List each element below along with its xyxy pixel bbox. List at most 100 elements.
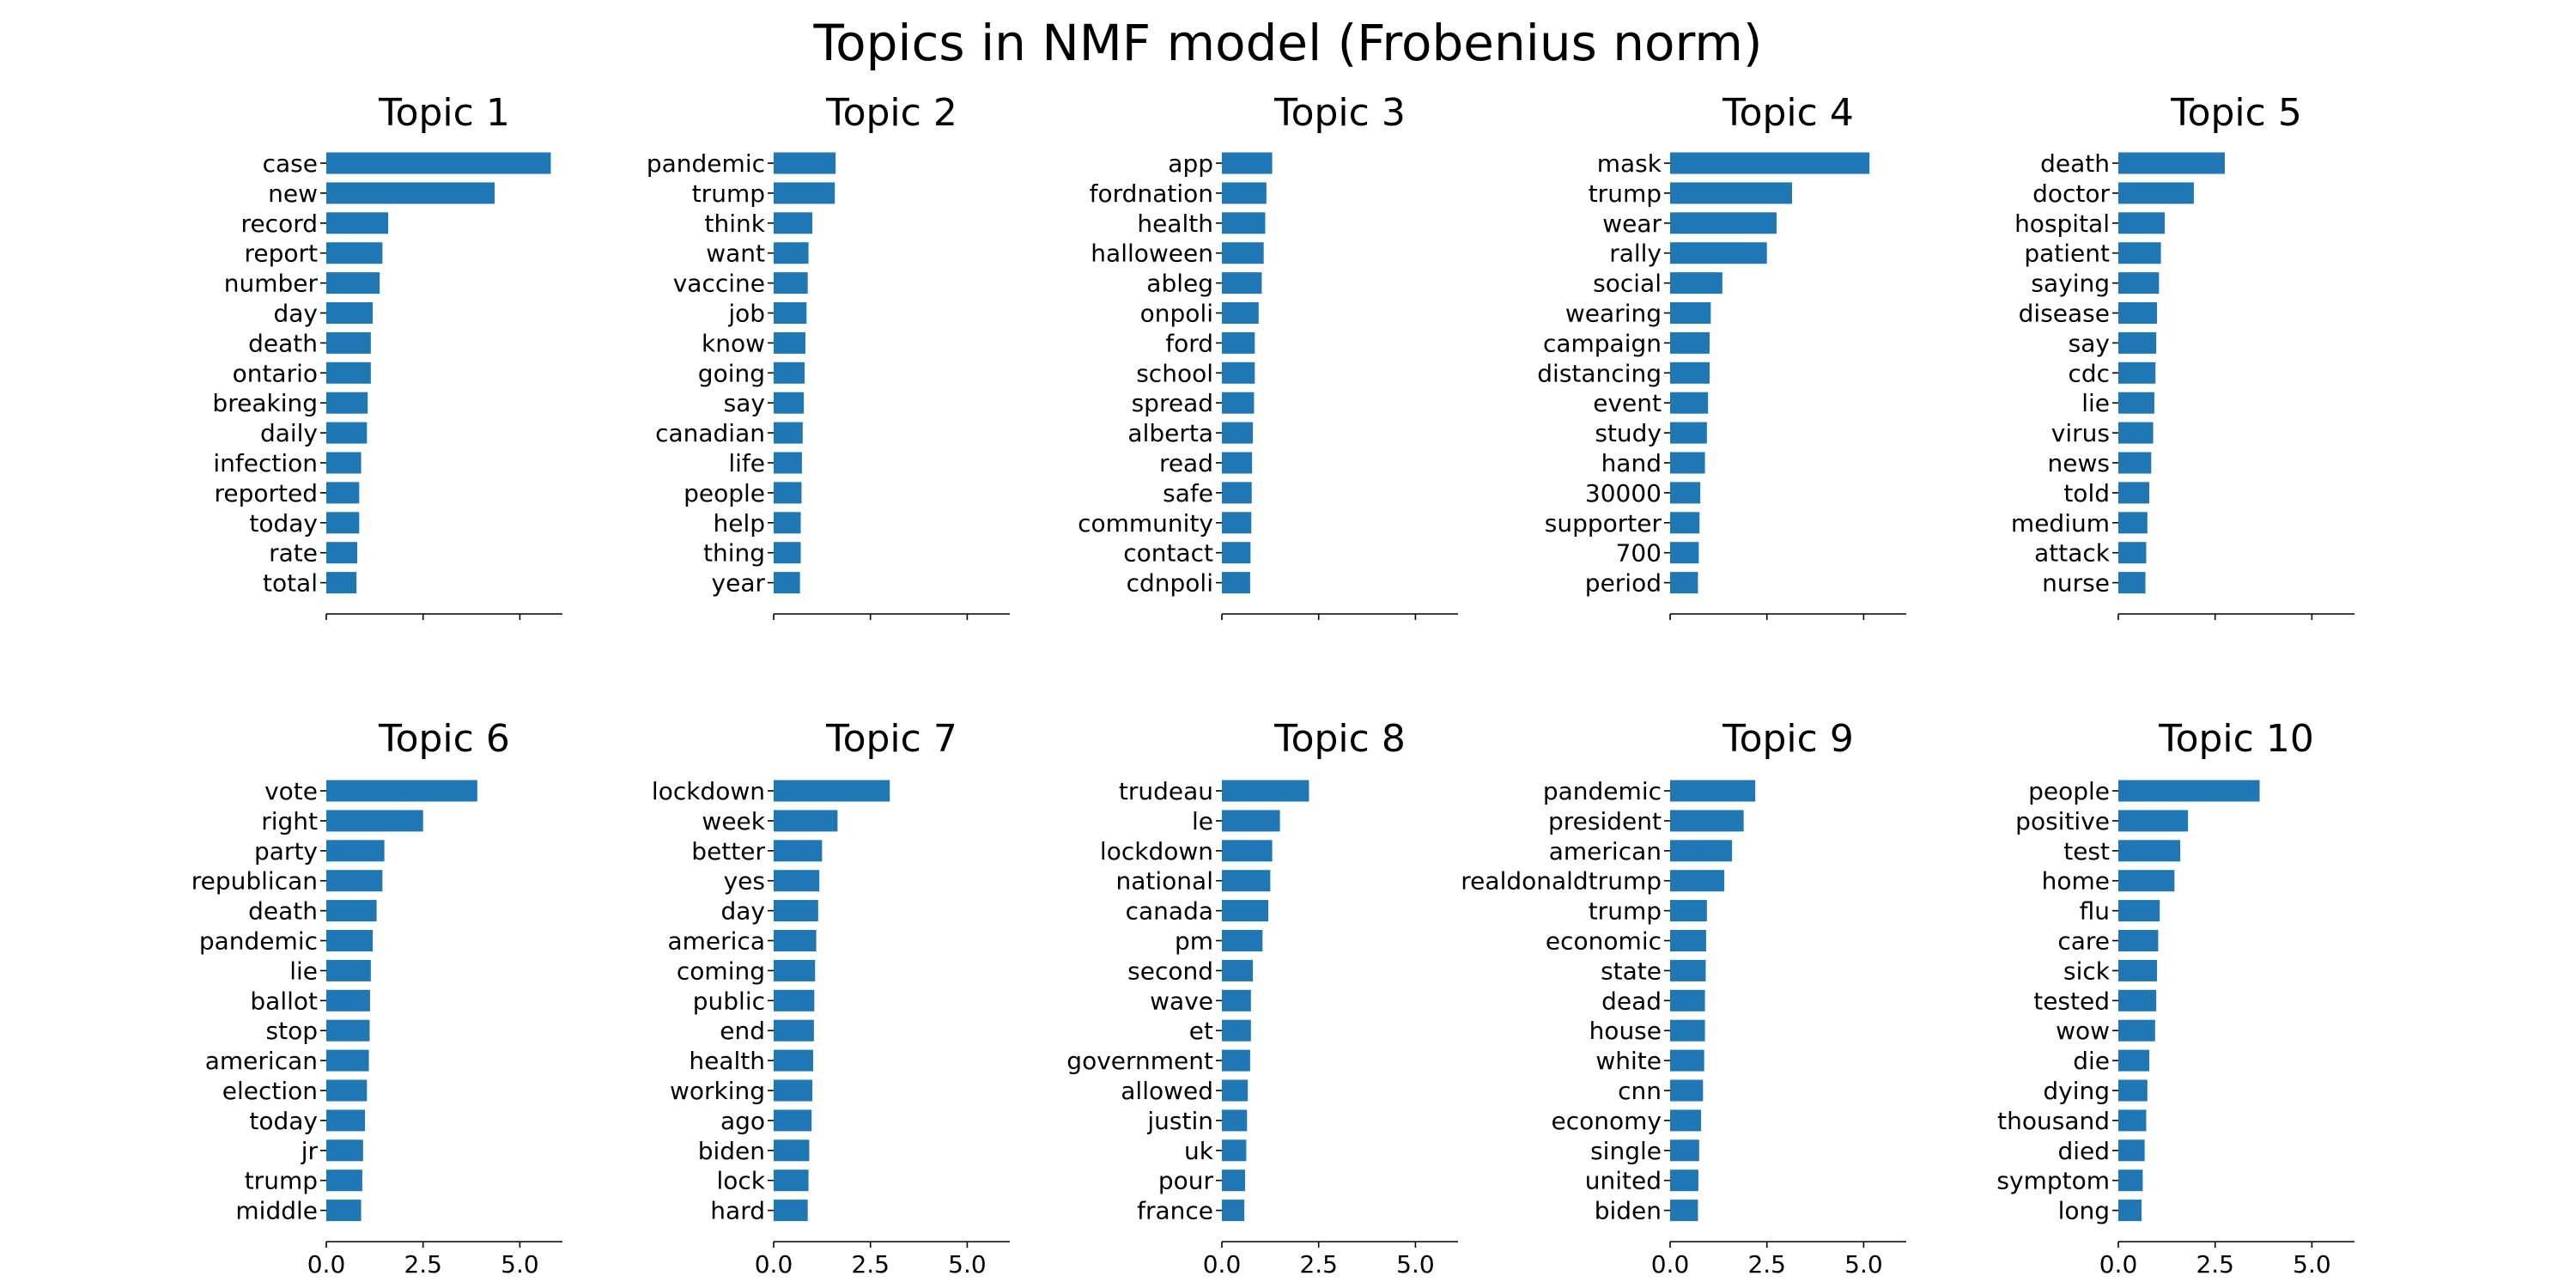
topic-2-bar-pandemic <box>774 152 836 174</box>
topic-9-label-economic: economic <box>1546 927 1662 956</box>
topic-10-label-die: die <box>2073 1047 2110 1075</box>
topic-1-bar-today <box>326 512 360 534</box>
topic-10-bar-care <box>2118 930 2159 951</box>
topic-6-bar-today <box>326 1109 366 1132</box>
topic-3-label-halloween: halloween <box>1091 240 1213 268</box>
topic-6-bar-stop <box>326 1019 370 1042</box>
topic-2-label-canadian: canadian <box>655 419 765 447</box>
topic-6-panel: Topic 6 voterightpartyrepublicandeathpand… <box>191 717 562 1279</box>
topic-4-bar-700 <box>1670 542 1699 564</box>
topic-6-label-republican: republican <box>191 867 318 896</box>
topic-4-label-study: study <box>1595 419 1662 447</box>
topic-1-bar-day <box>326 302 374 324</box>
topic-3-bar-community <box>1222 512 1252 534</box>
topic-9-bar-economic <box>1670 930 1706 951</box>
topic-1-bar-infection <box>326 452 361 474</box>
topic-8-bar-national <box>1222 870 1271 892</box>
topic-1-label-report: report <box>244 240 318 268</box>
topic-2-bar-trump <box>774 182 835 204</box>
topic-3-label-contact: contact <box>1123 539 1213 568</box>
topic-10-label-flu: flu <box>2080 897 2110 926</box>
topic-5-bar-doctor <box>2118 182 2194 204</box>
topic-5-bar-nurse <box>2118 572 2146 594</box>
topic-9-label-pandemic: pandemic <box>1543 777 1662 805</box>
topic-6-xtick-label: 2.5 <box>404 1250 442 1279</box>
topic-2-bar-say <box>774 392 805 414</box>
topic-9-bar-trump <box>1670 900 1707 922</box>
topic-3-bar-health <box>1222 212 1266 234</box>
topic-1-label-reported: reported <box>214 479 318 507</box>
topic-4-label-campaign: campaign <box>1543 329 1662 357</box>
topic-7-label-week: week <box>702 807 765 835</box>
topic-5-bar-disease <box>2118 302 2158 324</box>
topic-9-label-white: white <box>1595 1047 1662 1075</box>
topic-5-bar-lie <box>2118 392 2154 414</box>
topic-8-label-national: national <box>1116 867 1213 896</box>
topic-3-label-read: read <box>1159 449 1213 477</box>
topic-2-label-life: life <box>728 449 765 477</box>
topic-1-bar-breaking <box>326 392 368 414</box>
topic-4-label-distancing: distancing <box>1537 359 1662 387</box>
topic-10-bar-dying <box>2118 1079 2148 1102</box>
topic-8-label-canada: canada <box>1126 897 1213 926</box>
topic-6-bar-ballot <box>326 989 370 1012</box>
topic-10-label-sick: sick <box>2063 957 2111 985</box>
topic-6-xtick-label: 5.0 <box>501 1250 539 1279</box>
topic-10-label-positive: positive <box>2015 807 2110 835</box>
topic-4-title: Topic 4 <box>1722 91 1854 135</box>
topic-10-label-care: care <box>2057 927 2110 956</box>
topic-10-bar-flu <box>2118 900 2160 922</box>
topic-10-label-home: home <box>2042 867 2110 896</box>
topic-10-label-died: died <box>2057 1137 2110 1165</box>
topic-4-bar-wear <box>1670 212 1777 234</box>
topic-3-panel: Topic 3 appfordnationhealthhalloweenableg… <box>1078 91 1458 620</box>
topic-8-label-allowed: allowed <box>1121 1077 1213 1105</box>
topic-9-bar-state <box>1670 959 1706 981</box>
topic-10-label-tested: tested <box>2033 987 2110 1015</box>
topic-3-bar-app <box>1222 152 1273 174</box>
topic-6-bar-pandemic <box>326 930 374 951</box>
topic-8-label-france: france <box>1137 1197 1213 1225</box>
topic-8-bar-wave <box>1222 989 1251 1012</box>
topic-2-bar-people <box>774 482 802 504</box>
topic-10-bar-tested <box>2118 989 2157 1012</box>
topic-5-label-cdc: cdc <box>2068 359 2110 387</box>
topic-5-bar-death <box>2118 152 2225 174</box>
topic-1-label-infection: infection <box>213 449 318 477</box>
topic-1-label-breaking: breaking <box>212 389 318 417</box>
topic-1-bar-ontario <box>326 361 371 384</box>
topic-9-label-realdonaldtrump: realdonaldtrump <box>1461 867 1662 896</box>
topic-10-label-symptom: symptom <box>1996 1167 2110 1195</box>
topic-4-bar-campaign <box>1670 331 1710 354</box>
topic-1-label-death: death <box>248 329 318 357</box>
topic-6-bar-american <box>326 1049 369 1072</box>
topic-6-label-pandemic: pandemic <box>199 927 318 956</box>
topic-10-bar-positive <box>2118 810 2189 832</box>
topic-9-panel: Topic 9 pandemicpresidentamericanrealdona… <box>1461 717 1906 1279</box>
topic-6-label-election: election <box>222 1077 318 1105</box>
topic-5-panel: Topic 5 deathdoctorhospitalpatientsayingd… <box>2011 91 2354 620</box>
topic-9-label-cnn: cnn <box>1618 1077 1662 1105</box>
topic-1-bar-total <box>326 572 357 594</box>
topic-9-label-house: house <box>1589 1017 1662 1045</box>
topic-2-bar-want <box>774 242 809 264</box>
topic-6-label-vote: vote <box>264 777 318 805</box>
topic-10-label-dying: dying <box>2043 1077 2110 1105</box>
topic-5-label-say: say <box>2069 329 2110 357</box>
topic-8-label-le: le <box>1192 807 1213 835</box>
topic-6-label-trump: trump <box>245 1167 318 1195</box>
topic-4-panel: Topic 4 masktrumpwearrallysocialwearingca… <box>1537 91 1906 620</box>
topic-8-title: Topic 8 <box>1273 717 1406 761</box>
topic-7-label-ago: ago <box>720 1107 765 1135</box>
topic-5-bar-virus <box>2118 422 2154 444</box>
topic-8-bar-second <box>1222 959 1254 981</box>
topic-4-bar-event <box>1670 392 1709 414</box>
topic-5-label-death: death <box>2040 149 2110 178</box>
topic-3-label-app: app <box>1168 149 1213 178</box>
topic-5-label-medium: medium <box>2011 509 2110 538</box>
topic-3-label-cdnpoli: cdnpoli <box>1127 569 1213 598</box>
topic-2-label-know: know <box>702 329 765 357</box>
topic-9-bar-cnn <box>1670 1079 1704 1102</box>
topic-7-bar-working <box>774 1079 813 1102</box>
